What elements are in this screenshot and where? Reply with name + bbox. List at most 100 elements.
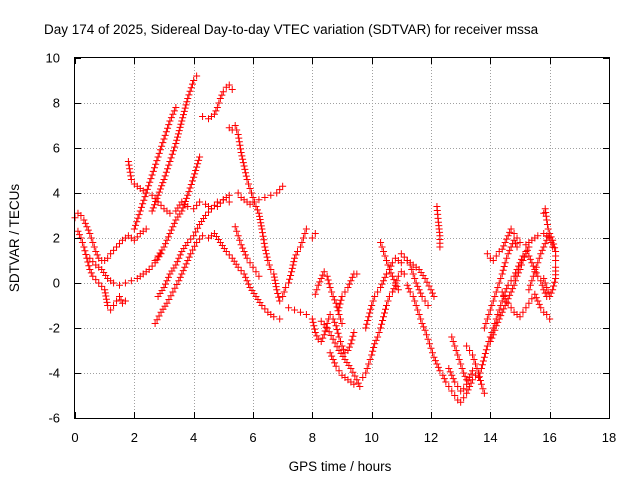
data-point bbox=[482, 346, 490, 354]
data-point bbox=[169, 110, 177, 118]
data-point bbox=[338, 320, 346, 327]
data-point bbox=[507, 243, 515, 251]
data-point bbox=[225, 81, 233, 89]
data-point bbox=[362, 369, 370, 377]
data-point bbox=[298, 239, 306, 246]
data-point bbox=[143, 185, 151, 193]
data-point bbox=[186, 184, 194, 192]
data-point bbox=[225, 198, 233, 206]
data-point bbox=[328, 352, 336, 360]
data-point bbox=[218, 91, 226, 99]
data-point bbox=[503, 298, 511, 306]
data-point bbox=[172, 261, 180, 269]
data-point bbox=[222, 248, 230, 255]
data-point bbox=[92, 248, 100, 255]
data-point bbox=[194, 160, 202, 168]
x-tick-label: 12 bbox=[424, 430, 438, 445]
data-point bbox=[151, 164, 159, 172]
data-point bbox=[344, 284, 352, 291]
data-point bbox=[332, 362, 340, 370]
data-point bbox=[430, 353, 438, 361]
data-point bbox=[169, 223, 177, 231]
data-point bbox=[262, 246, 270, 254]
data-point bbox=[172, 104, 180, 111]
data-point bbox=[225, 251, 233, 259]
data-point bbox=[543, 236, 551, 244]
data-point bbox=[299, 234, 307, 242]
data-point bbox=[170, 219, 178, 227]
data-point bbox=[500, 242, 508, 250]
data-point bbox=[405, 285, 413, 293]
data-point bbox=[349, 332, 357, 340]
data-point bbox=[513, 243, 521, 251]
data-point bbox=[213, 198, 221, 206]
data-point bbox=[366, 309, 374, 317]
data-point bbox=[156, 185, 164, 193]
x-tick-label: 18 bbox=[602, 430, 616, 445]
data-point bbox=[195, 156, 203, 164]
data-point bbox=[237, 149, 245, 156]
data-point bbox=[547, 289, 555, 297]
data-point bbox=[491, 293, 499, 300]
data-point bbox=[535, 300, 543, 308]
data-point bbox=[500, 305, 508, 313]
data-point bbox=[172, 140, 180, 147]
data-point bbox=[186, 87, 194, 95]
data-point bbox=[388, 288, 396, 296]
data-point bbox=[160, 243, 168, 251]
data-series-arc-12 bbox=[231, 223, 263, 280]
data-point bbox=[431, 357, 439, 365]
data-point bbox=[531, 268, 539, 276]
data-point bbox=[276, 297, 284, 305]
data-point bbox=[506, 228, 514, 236]
data-point bbox=[175, 127, 183, 135]
data-point bbox=[77, 212, 85, 219]
data-point bbox=[534, 297, 542, 305]
data-point bbox=[317, 275, 325, 282]
data-point bbox=[184, 191, 192, 199]
data-point bbox=[525, 299, 533, 307]
data-point bbox=[406, 288, 414, 296]
data-point bbox=[210, 201, 218, 209]
data-point bbox=[139, 200, 147, 208]
y-tick-label: 2 bbox=[53, 231, 60, 246]
data-point bbox=[213, 104, 221, 111]
data-point bbox=[479, 385, 487, 393]
data-point bbox=[102, 292, 110, 300]
data-point bbox=[534, 232, 542, 240]
data-point bbox=[348, 336, 356, 344]
data-point bbox=[152, 160, 160, 168]
data-point bbox=[497, 312, 505, 320]
data-point bbox=[414, 282, 422, 290]
data-point bbox=[286, 275, 294, 283]
data-point bbox=[110, 302, 118, 309]
data-point bbox=[193, 72, 201, 80]
data-series-arc-31 bbox=[480, 236, 521, 332]
data-point bbox=[116, 293, 123, 300]
data-point bbox=[127, 172, 135, 180]
data-point bbox=[417, 315, 425, 323]
data-point bbox=[273, 286, 281, 294]
data-point bbox=[148, 262, 156, 270]
data-point bbox=[329, 293, 337, 300]
y-tick-label: -4 bbox=[48, 366, 60, 381]
data-point bbox=[525, 286, 533, 294]
data-point bbox=[261, 305, 269, 313]
data-point bbox=[347, 277, 355, 285]
data-series-arc-35 bbox=[525, 230, 560, 294]
data-point bbox=[486, 338, 494, 345]
data-point bbox=[513, 272, 521, 280]
data-point bbox=[167, 154, 175, 162]
data-point bbox=[335, 333, 343, 341]
data-point bbox=[479, 357, 487, 365]
data-series-arc-11 bbox=[225, 122, 310, 305]
data-point bbox=[191, 170, 199, 178]
data-point bbox=[400, 253, 408, 261]
data-point bbox=[240, 270, 248, 278]
data-point bbox=[356, 383, 364, 390]
data-point bbox=[261, 243, 269, 251]
data-point bbox=[442, 378, 450, 386]
data-point bbox=[483, 250, 491, 258]
data-point bbox=[492, 288, 500, 296]
data-point bbox=[377, 324, 385, 332]
